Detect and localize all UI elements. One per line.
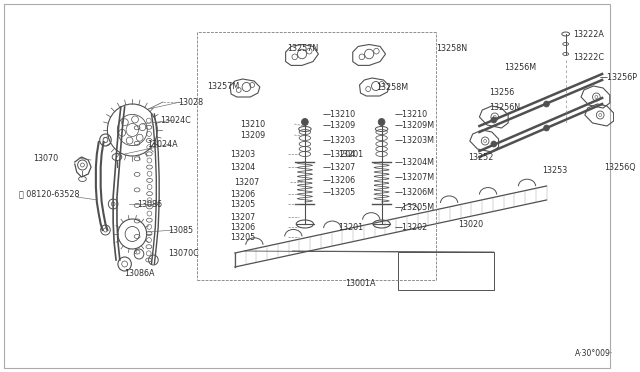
- Text: 13253: 13253: [541, 166, 567, 174]
- Text: 13207: 13207: [230, 212, 255, 221]
- Text: —13210: —13210: [395, 109, 428, 119]
- Text: 13257M: 13257M: [207, 81, 239, 90]
- Text: —13205: —13205: [322, 187, 355, 196]
- Text: —13256P: —13256P: [599, 73, 637, 81]
- Text: 13070: 13070: [33, 154, 59, 163]
- Text: 13024A: 13024A: [148, 140, 179, 148]
- Text: 13256Q: 13256Q: [604, 163, 636, 171]
- Text: 13252: 13252: [468, 153, 493, 161]
- Text: —13206: —13206: [322, 176, 355, 185]
- Text: 13206: 13206: [230, 189, 255, 199]
- Text: —13209M: —13209M: [395, 121, 435, 129]
- Circle shape: [491, 117, 497, 123]
- Text: 13256M: 13256M: [504, 62, 536, 71]
- Text: 13256N: 13256N: [489, 103, 520, 112]
- Text: 13258M: 13258M: [376, 83, 408, 92]
- Text: 13203: 13203: [230, 150, 255, 158]
- Text: 13024C: 13024C: [160, 115, 191, 125]
- Text: 13001A: 13001A: [345, 279, 376, 288]
- Text: 13205: 13205: [230, 199, 255, 208]
- Text: 13020: 13020: [458, 219, 483, 228]
- Text: 13070C: 13070C: [168, 250, 198, 259]
- Text: 13205: 13205: [230, 232, 255, 241]
- Text: —13202: —13202: [395, 222, 428, 231]
- Text: —13205M: —13205M: [395, 202, 435, 212]
- Bar: [398, 252, 494, 290]
- Text: —13206M: —13206M: [395, 187, 435, 196]
- Circle shape: [491, 141, 497, 147]
- Text: 13028: 13028: [179, 97, 204, 106]
- Text: 13201: 13201: [339, 150, 364, 158]
- Text: —13207M: —13207M: [395, 173, 435, 182]
- Text: 13258N: 13258N: [436, 44, 467, 52]
- Text: 13206: 13206: [230, 222, 255, 231]
- Text: 13207: 13207: [234, 177, 259, 186]
- Text: —13203M: —13203M: [395, 135, 435, 144]
- Text: 13201: 13201: [339, 222, 364, 231]
- Text: 13085: 13085: [168, 225, 193, 234]
- Text: —13203: —13203: [322, 135, 355, 144]
- Text: 13222A: 13222A: [573, 29, 604, 38]
- Circle shape: [301, 119, 308, 125]
- Text: Ⓑ 08120-63528: Ⓑ 08120-63528: [19, 189, 79, 199]
- Text: —13210: —13210: [322, 109, 355, 119]
- Text: A·30°009·: A·30°009·: [575, 350, 614, 359]
- Text: 13086A: 13086A: [125, 269, 155, 279]
- Text: 13256: 13256: [489, 87, 514, 96]
- Text: —13207: —13207: [322, 163, 355, 171]
- Text: 13257N: 13257N: [287, 44, 319, 52]
- Text: 13209: 13209: [240, 131, 265, 140]
- Text: 13222C: 13222C: [573, 52, 604, 61]
- Text: 13086: 13086: [137, 199, 162, 208]
- Text: 13210: 13210: [240, 119, 265, 128]
- Circle shape: [543, 101, 549, 107]
- Text: —13209: —13209: [322, 121, 355, 129]
- Text: —13204: —13204: [322, 150, 355, 158]
- Circle shape: [378, 119, 385, 125]
- Circle shape: [543, 125, 549, 131]
- Text: 13204: 13204: [230, 163, 255, 171]
- Text: —13204M: —13204M: [395, 157, 435, 167]
